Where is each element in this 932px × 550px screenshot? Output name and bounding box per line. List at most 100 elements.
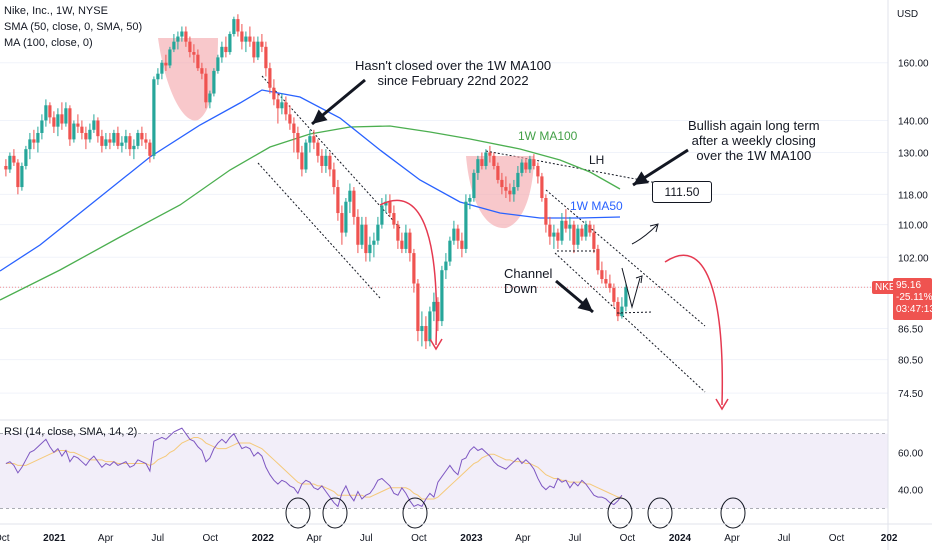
candle-body: [380, 205, 384, 225]
candle-body: [284, 102, 288, 115]
candle-body: [404, 232, 408, 249]
candle-body: [256, 41, 260, 58]
rsi-oversold-circle: [647, 497, 673, 529]
candle-body: [364, 224, 368, 254]
red-arrow-2022: [379, 199, 438, 346]
candle-body: [528, 159, 532, 170]
candle-body: [208, 93, 212, 103]
candle-body: [212, 70, 216, 94]
candle-body: [616, 301, 620, 317]
candle-body: [184, 31, 188, 42]
candle-body: [152, 79, 156, 156]
candle-body: [408, 232, 412, 254]
candle-body: [436, 301, 440, 322]
candle-body: [200, 68, 204, 74]
candle-body: [384, 201, 388, 206]
rsi-oversold-circle: [322, 497, 348, 529]
candle-body: [232, 19, 236, 35]
candle-body: [468, 198, 472, 202]
legend-ma[interactable]: MA (100, close, 0): [4, 37, 93, 49]
candle-body: [36, 132, 40, 143]
time-tick-label: Oct: [620, 533, 636, 544]
candle-body: [60, 114, 64, 124]
candle-body: [424, 326, 428, 342]
candle-body: [112, 132, 116, 143]
candle-body: [172, 41, 176, 50]
candle-body: [308, 136, 312, 143]
candle-body: [316, 142, 320, 156]
candle-body: [124, 136, 128, 143]
candle-body: [592, 232, 596, 249]
rsi-line: [5, 427, 623, 508]
candle-body: [544, 198, 548, 225]
candle-body: [624, 287, 628, 307]
bullish-note: Bullish again long term after a weekly c…: [688, 118, 820, 163]
candle-body: [120, 142, 124, 146]
candle-body: [584, 224, 588, 237]
ma50-line: [0, 89, 621, 272]
candle-body: [540, 176, 544, 199]
candle-body: [16, 162, 20, 188]
candle-body: [64, 108, 68, 124]
candle-body: [292, 123, 296, 133]
candle-body: [236, 19, 240, 32]
legend-rsi[interactable]: RSI (14, close, SMA, 14, 2): [4, 426, 138, 438]
rsi-band: [0, 433, 888, 509]
callout-arrow-channel-head: [577, 297, 593, 312]
candle-body: [444, 261, 448, 271]
candle-body: [328, 155, 332, 170]
rsi-oversold-circle: [402, 497, 428, 529]
candle-body: [396, 224, 400, 241]
ma100-label: 1W MA100: [518, 129, 578, 143]
legend-title[interactable]: Nike, Inc., 1W, NYSE: [4, 5, 108, 17]
candle-body: [272, 87, 276, 100]
channel-line-2023-lower: [554, 252, 706, 393]
candle-body: [136, 132, 140, 146]
rounding-top-2021: [158, 38, 218, 121]
candle-body: [320, 155, 324, 166]
candle-body: [4, 165, 8, 170]
candle-body: [400, 240, 404, 249]
drawing-overlay: [311, 78, 729, 411]
projected-bounce-path: [621, 267, 643, 309]
candle-body: [88, 129, 92, 140]
candle-body: [448, 240, 452, 262]
bullish-note-line2: after a weekly closing: [691, 133, 816, 148]
candle-body: [612, 288, 616, 302]
candle-body: [80, 126, 84, 133]
channel-line-2023-upper: [545, 189, 706, 327]
candle-body: [572, 224, 576, 245]
candle-body: [440, 270, 444, 322]
candles: [4, 14, 628, 349]
candle-body: [548, 224, 552, 237]
candle-body: [496, 165, 500, 180]
rsi-tick-label: 40.00: [898, 486, 923, 497]
time-tick-label: 2021: [43, 533, 66, 544]
candle-body: [472, 172, 476, 199]
candle-body: [556, 232, 560, 241]
bullish-note-line3: over the 1W MA100: [696, 148, 812, 163]
candle-body: [76, 123, 80, 127]
moving-averages: [0, 89, 621, 301]
candle-body: [144, 139, 148, 143]
red-arrow-projection-head: [715, 398, 729, 411]
time-tick-label: Apr: [724, 533, 740, 544]
candle-body: [140, 132, 144, 140]
candle-body: [312, 136, 316, 143]
candle-body: [280, 102, 284, 109]
candle-body: [108, 139, 112, 143]
candle-body: [104, 139, 108, 146]
rsi-tick-label: 60.00: [898, 448, 923, 459]
currency-label[interactable]: USD: [897, 9, 919, 20]
candle-body: [40, 120, 44, 133]
price-tick-label: 74.50: [898, 389, 923, 400]
legend-sma[interactable]: SMA (50, close, 0, SMA, 50): [4, 21, 143, 33]
candle-body: [216, 57, 220, 71]
lh-label: LH: [589, 153, 605, 167]
target-price-box[interactable]: 111.50: [652, 181, 712, 203]
last-price-tag: 95.16 -25.11% 03:47:13: [893, 278, 932, 320]
time-tick-label: Apr: [98, 533, 114, 544]
time-tick-label: 2023: [460, 533, 483, 544]
candle-body: [8, 155, 12, 170]
